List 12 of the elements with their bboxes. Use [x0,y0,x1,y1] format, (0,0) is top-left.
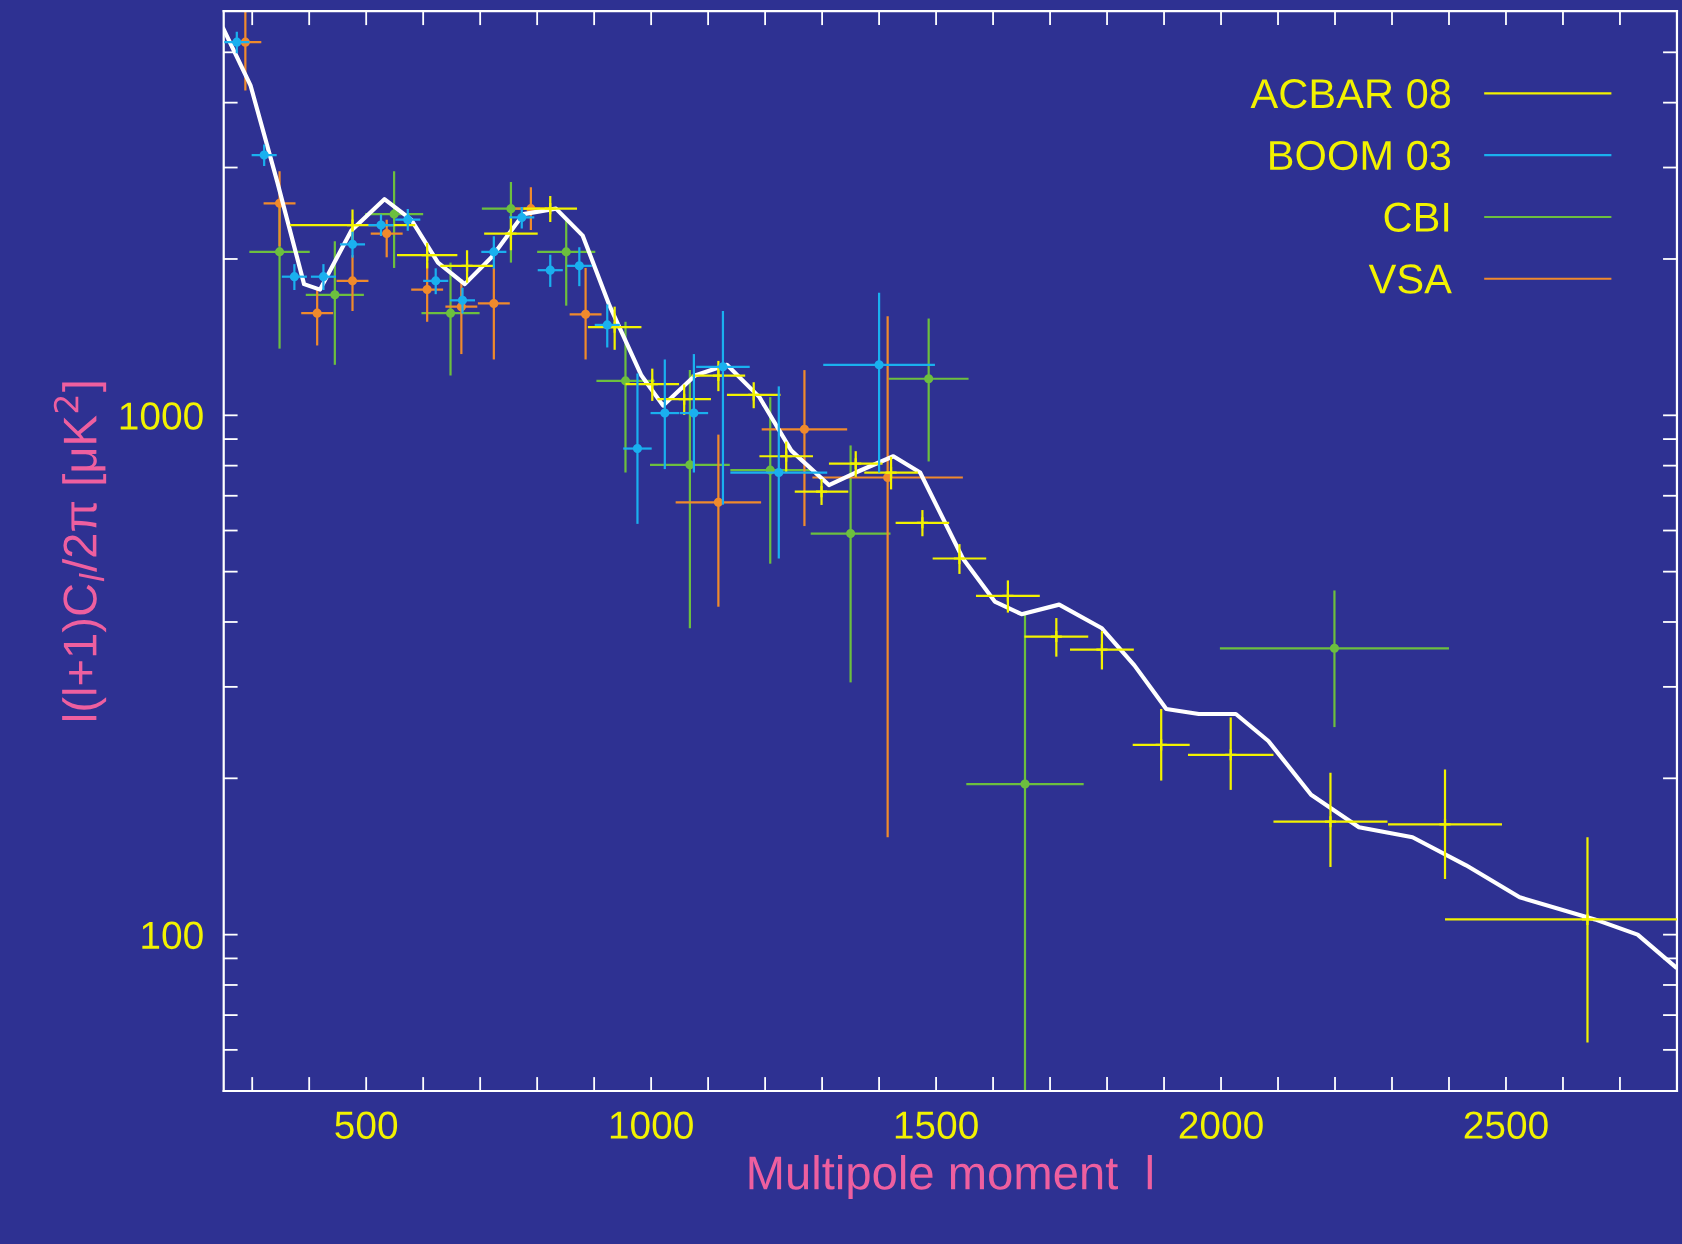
x-tick-label: 500 [335,1111,398,1139]
x-tick-label: 1000 [610,1111,693,1139]
y-axis-title: l(l+1)C$_{l}$/2π [μK$^{2}$] [53,382,107,721]
legend-label: ACBAR 08 [1250,78,1451,109]
legend-label: VSA [1368,264,1452,294]
x-axis-title: Multipole moment l [749,1155,1152,1200]
x-tick-label: 2500 [1464,1111,1548,1139]
legend-label: BOOM 03 [1270,140,1451,171]
y-tick-label: 100 [142,921,203,950]
x-tick-label: 1500 [895,1111,978,1139]
x-tick-label: 2000 [1179,1111,1263,1139]
legend-label: CBI [1384,202,1449,232]
